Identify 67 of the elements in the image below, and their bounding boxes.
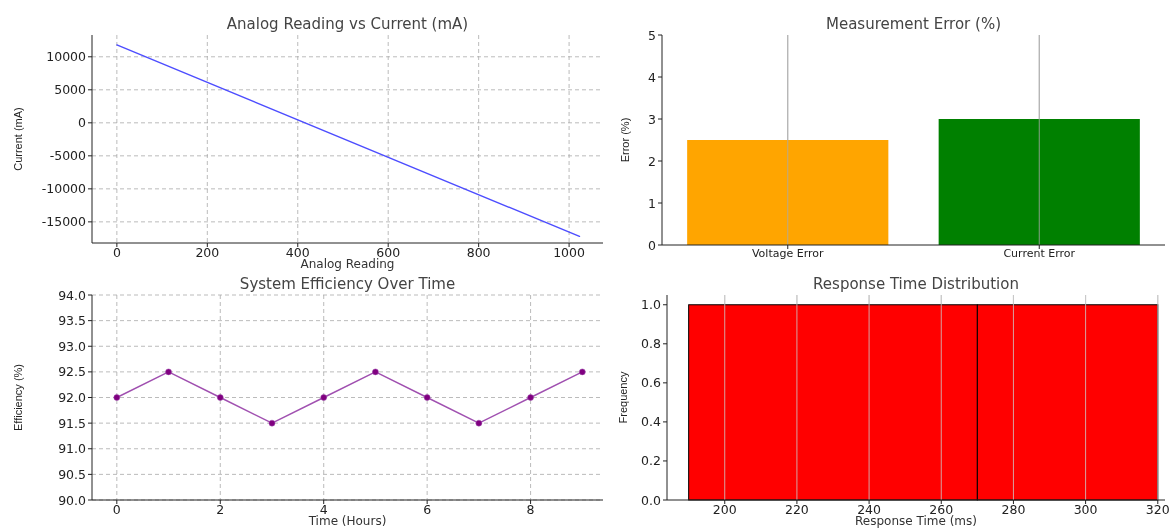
point bbox=[320, 394, 327, 401]
y-tick-label: 93.5 bbox=[58, 313, 86, 329]
x-tick-label: 0 bbox=[112, 245, 121, 260]
x-tick-label: 1000 bbox=[553, 245, 586, 260]
point bbox=[579, 368, 586, 376]
x-tick-label: 800 bbox=[466, 245, 491, 260]
y-tick-label: 90.0 bbox=[58, 492, 87, 508]
point bbox=[475, 419, 483, 427]
x-tick-label: 600 bbox=[376, 245, 401, 260]
y-tick-label: 94.0 bbox=[58, 287, 87, 303]
y-tick-label: 92.0 bbox=[58, 390, 87, 405]
y-tick-label: 0 bbox=[78, 115, 87, 131]
y-tick-label: 0.0 bbox=[641, 492, 662, 508]
y-axis-title: Frequency bbox=[617, 371, 629, 424]
y-tick-label: 91.0 bbox=[58, 441, 87, 457]
x-tick-label: 280 bbox=[1001, 502, 1026, 517]
y-tick-label: 0.8 bbox=[641, 336, 662, 352]
x-tick-label: 400 bbox=[285, 245, 310, 260]
chart-title: Analog Reading vs Current (mA) bbox=[226, 15, 469, 33]
y-tick-label: 4 bbox=[648, 69, 657, 85]
x-tick-label: 6 bbox=[423, 502, 432, 517]
y-tick-label: 0.2 bbox=[641, 453, 661, 469]
y-tick-label: 5000 bbox=[54, 82, 87, 98]
y-tick-label: 90.5 bbox=[58, 466, 86, 482]
y-axis-title: Efficiency (%) bbox=[12, 363, 24, 432]
y-tick-label: 10000 bbox=[46, 49, 87, 65]
x-tick-label: 240 bbox=[857, 502, 882, 517]
x-tick-label: 300 bbox=[1073, 502, 1098, 517]
x-tick-label: 320 bbox=[1145, 502, 1169, 517]
x-tick-label: 0 bbox=[112, 502, 121, 517]
y-tick-label: 5 bbox=[648, 27, 656, 43]
x-tick-label: 4 bbox=[319, 502, 328, 517]
x-axis-title: Analog Reading bbox=[300, 257, 395, 271]
y-tick-label: 1.0 bbox=[641, 297, 662, 313]
x-tick-label: 8 bbox=[526, 502, 535, 517]
y-tick-label: 91.5 bbox=[58, 415, 86, 431]
y-tick-label: 1 bbox=[648, 195, 656, 211]
y-tick-label: 93.0 bbox=[58, 338, 87, 354]
x-tick-label: 260 bbox=[929, 502, 954, 517]
y-tick-label: 3 bbox=[648, 111, 656, 127]
x-axis-title: Time (Hours) bbox=[307, 514, 387, 528]
y-tick-label: -5000 bbox=[49, 148, 87, 164]
point bbox=[423, 394, 431, 401]
chart-title: System Efficiency Over Time bbox=[239, 275, 456, 293]
x-tick-label: Voltage Error bbox=[751, 247, 825, 260]
chart-title: Measurement Error (%) bbox=[825, 15, 1002, 33]
point bbox=[165, 368, 172, 376]
point bbox=[527, 394, 534, 401]
x-tick-label: 200 bbox=[712, 502, 737, 517]
y-axis-title: Current (mA) bbox=[12, 107, 24, 171]
point bbox=[217, 394, 224, 401]
y-tick-label: 0.6 bbox=[641, 375, 662, 391]
chart-title: Response Time Distribution bbox=[813, 275, 1019, 293]
point bbox=[268, 419, 276, 427]
y-tick-label: 92.5 bbox=[58, 364, 86, 380]
y-axis-title: Error (%) bbox=[619, 117, 631, 163]
y-tick-label: 2 bbox=[648, 153, 656, 169]
point bbox=[372, 368, 379, 376]
x-tick-label: Current Error bbox=[1003, 247, 1076, 260]
x-tick-label: 2 bbox=[216, 502, 225, 517]
y-tick-label: -10000 bbox=[41, 181, 87, 197]
x-tick-label: 200 bbox=[195, 245, 220, 260]
x-tick-label: 220 bbox=[784, 502, 809, 517]
y-tick-label: -15000 bbox=[41, 214, 87, 230]
y-tick-label: 0.4 bbox=[641, 414, 662, 430]
point bbox=[113, 394, 121, 401]
x-axis-title: Response Time (ms) bbox=[855, 514, 977, 528]
